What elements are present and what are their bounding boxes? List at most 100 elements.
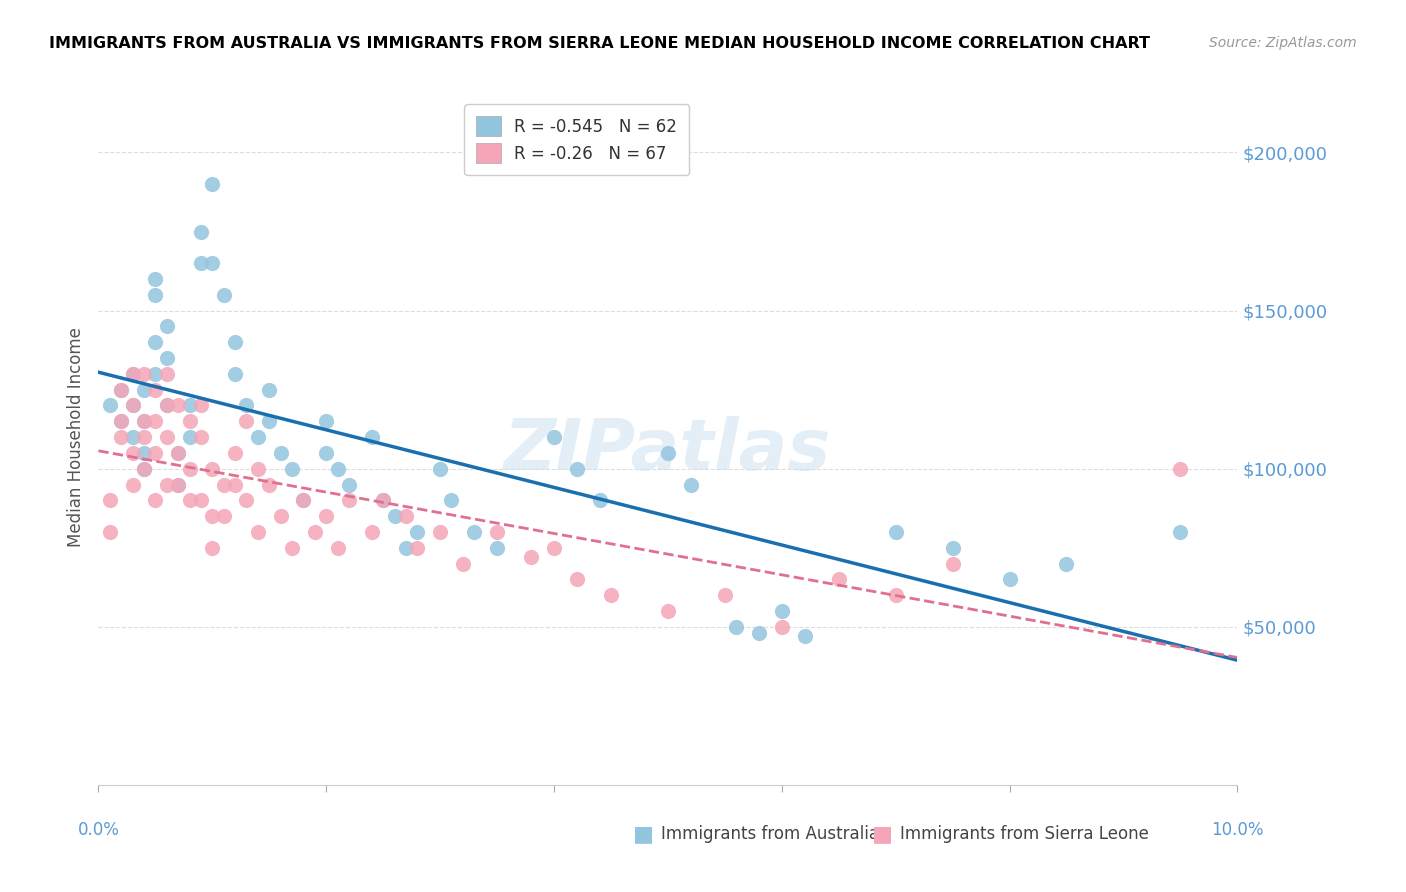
Point [121, 430, 143, 444]
Point [440, 493, 463, 508]
Point [201, 509, 224, 524]
Point [360, 524, 382, 539]
Point [337, 477, 360, 491]
Point [384, 509, 406, 524]
Point [406, 541, 429, 555]
Point [884, 524, 907, 539]
Point [235, 493, 257, 508]
Point [121, 399, 143, 413]
Point [259, 414, 281, 428]
Text: Immigrants from Sierra Leone: Immigrants from Sierra Leone [900, 825, 1149, 843]
Point [337, 493, 360, 508]
Point [270, 509, 292, 524]
Point [167, 477, 190, 491]
Point [828, 573, 851, 587]
Point [884, 588, 907, 602]
Text: 0.0%: 0.0% [77, 821, 120, 838]
Point [224, 335, 246, 350]
Point [281, 461, 304, 475]
Point [132, 461, 155, 475]
Point [224, 446, 246, 460]
Point [145, 335, 167, 350]
Point [145, 446, 167, 460]
Point [315, 509, 337, 524]
Point [110, 383, 132, 397]
Point [235, 414, 257, 428]
Point [98, 493, 121, 508]
Point [190, 430, 212, 444]
Point [110, 383, 132, 397]
Point [121, 446, 143, 460]
Point [190, 256, 212, 270]
Point [657, 446, 679, 460]
Point [167, 399, 190, 413]
Point [259, 477, 281, 491]
Point [679, 477, 702, 491]
Point [224, 367, 246, 381]
Text: ■: ■ [872, 824, 893, 844]
Point [451, 557, 474, 571]
Text: ZIPatlas: ZIPatlas [505, 417, 831, 485]
Point [132, 414, 155, 428]
Point [543, 430, 565, 444]
Point [588, 493, 610, 508]
Point [121, 399, 143, 413]
Point [201, 461, 224, 475]
Point [167, 446, 190, 460]
Point [156, 319, 179, 334]
Point [543, 541, 565, 555]
Point [201, 541, 224, 555]
Point [121, 477, 143, 491]
Point [179, 414, 201, 428]
Point [259, 383, 281, 397]
Point [429, 461, 451, 475]
Point [179, 430, 201, 444]
Point [167, 477, 190, 491]
Point [565, 573, 588, 587]
Text: 10.0%: 10.0% [1211, 821, 1264, 838]
Point [246, 430, 269, 444]
Point [326, 461, 349, 475]
Point [190, 493, 212, 508]
Point [132, 461, 155, 475]
Point [942, 557, 965, 571]
Point [190, 225, 212, 239]
Point [486, 524, 509, 539]
Point [167, 446, 190, 460]
Point [565, 461, 588, 475]
Point [132, 446, 155, 460]
Point [190, 399, 212, 413]
Point [304, 524, 326, 539]
Text: Source: ZipAtlas.com: Source: ZipAtlas.com [1209, 36, 1357, 50]
Text: Immigrants from Australia: Immigrants from Australia [661, 825, 879, 843]
Point [725, 620, 748, 634]
Point [98, 524, 121, 539]
Point [156, 367, 179, 381]
Point [145, 367, 167, 381]
Point [942, 541, 965, 555]
Point [1170, 524, 1192, 539]
Point [145, 493, 167, 508]
Point [179, 493, 201, 508]
Point [463, 524, 485, 539]
Point [235, 399, 257, 413]
Point [998, 573, 1021, 587]
Point [406, 524, 429, 539]
Point [121, 367, 143, 381]
Point [212, 287, 235, 301]
Point [486, 541, 509, 555]
Point [132, 383, 155, 397]
Point [373, 493, 395, 508]
Point [110, 414, 132, 428]
Point [1056, 557, 1078, 571]
Point [179, 399, 201, 413]
Point [212, 509, 235, 524]
Point [145, 287, 167, 301]
Point [793, 629, 815, 643]
Point [326, 541, 349, 555]
Point [600, 588, 623, 602]
Point [246, 461, 269, 475]
Point [714, 588, 737, 602]
Point [429, 524, 451, 539]
Point [201, 177, 224, 191]
